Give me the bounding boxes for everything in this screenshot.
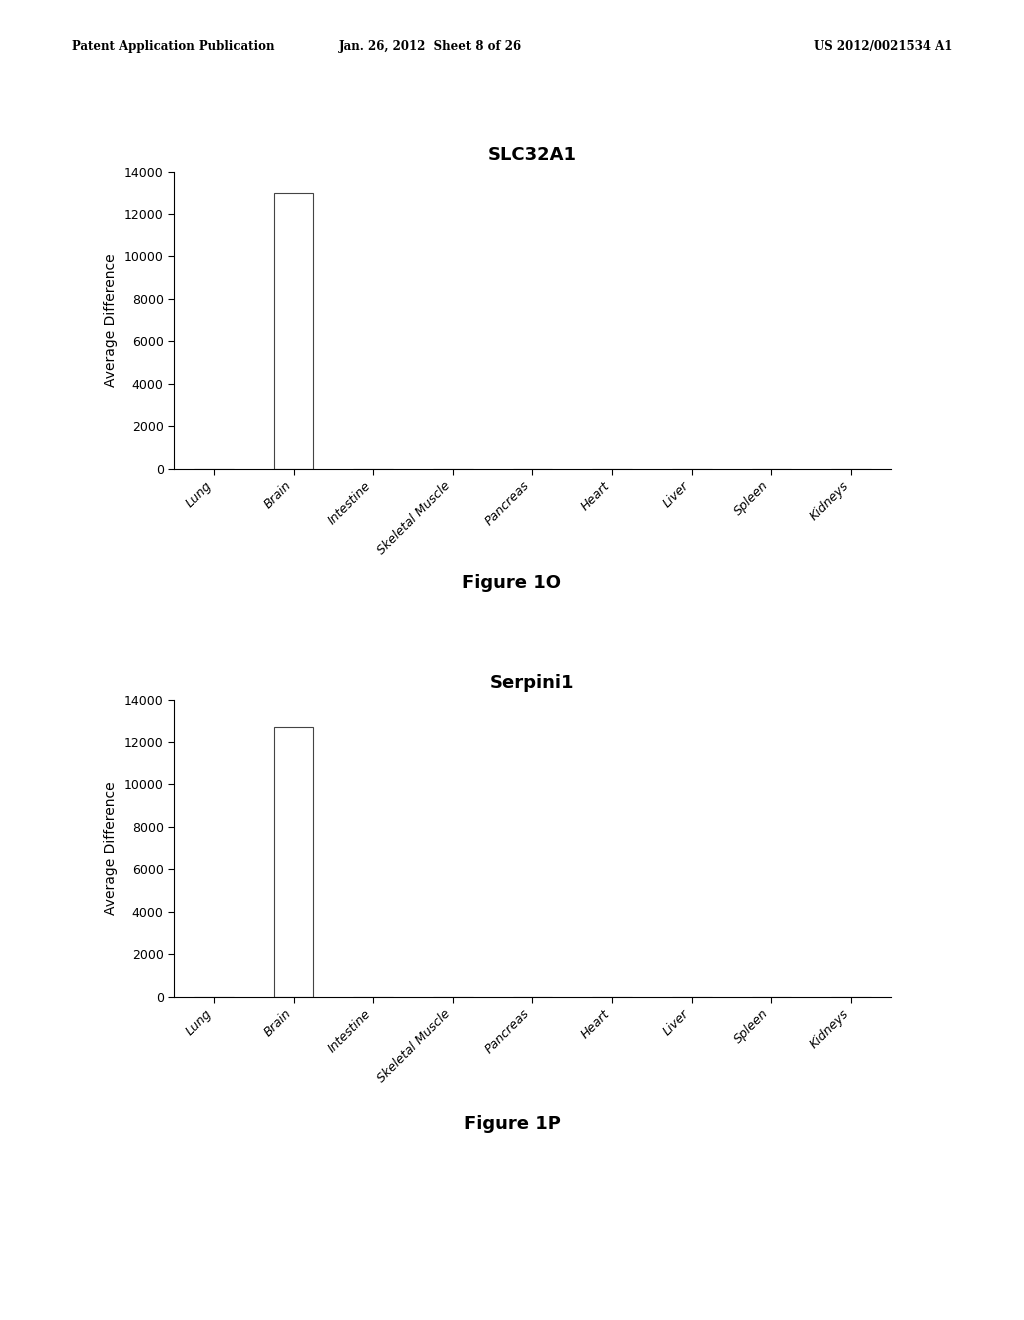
Y-axis label: Average Difference: Average Difference [104,253,118,387]
Title: Serpini1: Serpini1 [490,675,574,693]
Text: US 2012/0021534 A1: US 2012/0021534 A1 [814,40,952,53]
Text: Figure 1O: Figure 1O [463,574,561,593]
Text: Jan. 26, 2012  Sheet 8 of 26: Jan. 26, 2012 Sheet 8 of 26 [339,40,521,53]
Y-axis label: Average Difference: Average Difference [104,781,118,915]
Bar [273,727,313,997]
Bar [273,193,313,469]
Text: Patent Application Publication: Patent Application Publication [72,40,274,53]
Title: SLC32A1: SLC32A1 [488,147,577,165]
Text: Figure 1P: Figure 1P [464,1115,560,1134]
